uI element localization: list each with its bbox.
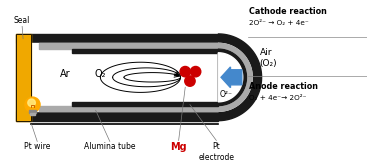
Text: Cathode reaction: Cathode reaction — [249, 7, 327, 16]
Text: Air: Air — [260, 48, 272, 57]
Text: Ar: Ar — [60, 69, 71, 79]
Text: 2O²⁻ → O₂ + 4e⁻: 2O²⁻ → O₂ + 4e⁻ — [249, 20, 309, 26]
Circle shape — [185, 76, 195, 86]
Polygon shape — [218, 43, 252, 111]
Circle shape — [191, 66, 201, 77]
Circle shape — [25, 97, 40, 112]
Polygon shape — [218, 43, 252, 111]
Text: Alumina tube: Alumina tube — [84, 142, 136, 151]
Text: Pt wire: Pt wire — [24, 142, 50, 151]
Polygon shape — [218, 53, 243, 102]
FancyArrow shape — [221, 67, 242, 88]
Bar — [15, 43, 218, 111]
Text: O²⁻: O²⁻ — [219, 90, 232, 99]
Polygon shape — [218, 34, 262, 121]
Bar — [39, 43, 218, 49]
Bar — [30, 113, 35, 115]
Text: Anode reaction: Anode reaction — [249, 82, 318, 91]
Bar — [29, 110, 36, 113]
Bar — [15, 34, 31, 121]
Bar — [15, 34, 31, 121]
Circle shape — [28, 99, 35, 107]
Text: Seal: Seal — [14, 16, 30, 24]
Text: O₂: O₂ — [94, 69, 106, 79]
Polygon shape — [218, 49, 246, 106]
Bar — [72, 102, 218, 106]
Circle shape — [180, 66, 191, 77]
Text: Mg: Mg — [170, 142, 187, 152]
Bar — [39, 106, 218, 111]
Text: (O₂): (O₂) — [260, 59, 277, 68]
Polygon shape — [218, 49, 246, 106]
Bar — [15, 34, 218, 121]
Text: O₂ + 4e⁻→ 2O²⁻: O₂ + 4e⁻→ 2O²⁻ — [249, 95, 307, 101]
Bar — [72, 49, 218, 53]
Text: Pt
electrode: Pt electrode — [198, 142, 234, 162]
